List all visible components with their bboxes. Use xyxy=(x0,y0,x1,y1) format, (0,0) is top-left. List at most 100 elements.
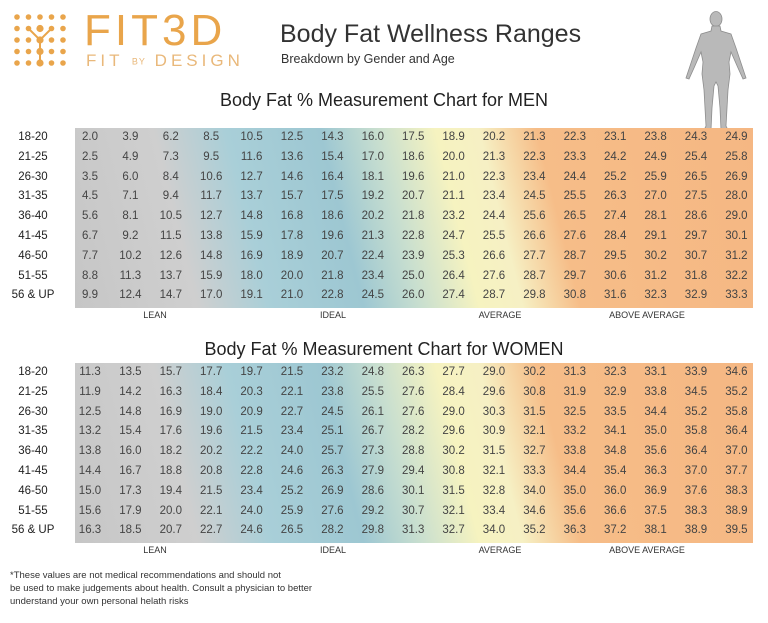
men-chart-title: Body Fat % Measurement Chart for MEN xyxy=(219,90,549,110)
table-cell: 27.3 xyxy=(361,445,384,458)
tagline-design: DESIGN xyxy=(154,51,244,70)
table-cell: 28.7 xyxy=(563,249,586,262)
table-cell: 38.9 xyxy=(725,504,748,517)
table-cell: 11.6 xyxy=(240,150,263,163)
table-cell: 26.3 xyxy=(401,366,425,378)
row-label: 26-30 xyxy=(18,405,48,418)
table-cell: 23.1 xyxy=(603,131,627,143)
table-cell: 17.7 xyxy=(199,366,223,378)
table-cell: 24.6 xyxy=(280,465,304,477)
table-cell: 23.8 xyxy=(321,385,344,398)
row-label: 18-20 xyxy=(18,366,48,378)
table-cell: 11.7 xyxy=(200,190,222,203)
table-cell: 2.5 xyxy=(82,150,98,163)
table-cell: 30.9 xyxy=(482,425,506,438)
table-cell: 19.1 xyxy=(240,289,263,302)
table-cell: 34.0 xyxy=(482,524,506,537)
tagline-fit: FIT xyxy=(86,51,124,70)
table-cell: 10.5 xyxy=(240,131,263,143)
logo-y-mark xyxy=(27,27,53,63)
table-cell: 27.6 xyxy=(482,269,506,282)
row-label: 21-25 xyxy=(18,150,48,163)
table-cell: 25.6 xyxy=(523,210,546,223)
band-label-lean: LEAN xyxy=(143,545,167,555)
table-cell: 37.2 xyxy=(603,524,627,537)
table-cell: 9.4 xyxy=(162,190,179,203)
table-cell: 29.0 xyxy=(725,210,748,223)
table-cell: 23.4 xyxy=(280,425,304,438)
table-cell: 21.5 xyxy=(240,425,263,438)
table-cell: 20.0 xyxy=(442,150,465,163)
table-cell: 18.9 xyxy=(442,131,465,143)
table-cell: 28.4 xyxy=(603,230,627,242)
table-cell: 36.3 xyxy=(644,465,667,477)
table-cell: 25.5 xyxy=(361,385,384,398)
footnote-line: understand your own personal helath risk… xyxy=(10,596,189,607)
table-cell: 18.1 xyxy=(361,170,384,183)
table-cell: 18.4 xyxy=(199,385,223,398)
row-label: 41-45 xyxy=(18,465,48,477)
brand-name: FIT3D xyxy=(84,6,227,55)
table-cell: 28.2 xyxy=(321,524,344,537)
table-cell: 12.7 xyxy=(240,170,263,183)
table-cell: 20.8 xyxy=(199,465,223,477)
table-cell: 12.5 xyxy=(78,405,102,418)
table-cell: 28.1 xyxy=(644,210,667,223)
table-cell: 33.5 xyxy=(603,405,627,418)
footnote-line: *These values are not medical recommenda… xyxy=(10,570,281,581)
table-cell: 9.9 xyxy=(82,289,98,302)
table-cell: 19.6 xyxy=(321,230,344,242)
table-cell: 35.6 xyxy=(563,504,586,517)
table-cell: 32.1 xyxy=(482,465,506,477)
table-cell: 13.2 xyxy=(78,425,102,438)
table-cell: 10.2 xyxy=(119,249,142,262)
table-cell: 25.7 xyxy=(321,445,344,458)
logo-dot xyxy=(60,14,66,20)
table-cell: 30.1 xyxy=(725,230,748,242)
row-label: 21-25 xyxy=(18,385,48,398)
table-cell: 19.0 xyxy=(199,405,223,418)
table-cell: 25.2 xyxy=(280,484,304,497)
table-cell: 24.7 xyxy=(442,230,465,242)
table-cell: 22.8 xyxy=(401,230,425,242)
table-cell: 31.3 xyxy=(401,524,425,537)
table-cell: 17.6 xyxy=(159,425,182,438)
table-cell: 33.1 xyxy=(644,366,667,378)
table-cell: 24.5 xyxy=(361,289,384,302)
logo-dot xyxy=(14,25,20,32)
table-cell: 25.5 xyxy=(482,230,506,242)
table-cell: 30.2 xyxy=(442,445,465,458)
table-cell: 13.8 xyxy=(78,445,102,458)
table-cell: 13.8 xyxy=(199,230,223,242)
table-cell: 33.2 xyxy=(563,425,586,438)
table-cell: 27.6 xyxy=(401,385,425,398)
table-cell: 21.0 xyxy=(280,289,304,302)
table-cell: 11.3 xyxy=(119,269,142,282)
table-cell: 24.9 xyxy=(644,150,667,163)
table-cell: 17.9 xyxy=(119,504,142,517)
table-cell: 31.5 xyxy=(482,445,506,458)
table-cell: 16.8 xyxy=(280,210,304,223)
table-grid xyxy=(75,363,753,543)
table-cell: 14.8 xyxy=(119,405,142,418)
table-cell: 12.7 xyxy=(199,210,223,223)
table-cell: 35.0 xyxy=(644,425,667,438)
table-cell: 36.4 xyxy=(684,445,708,458)
table-cell: 13.6 xyxy=(280,150,304,163)
table-cell: 25.3 xyxy=(442,249,465,262)
table-cell: 18.6 xyxy=(321,210,344,223)
table-cell: 29.8 xyxy=(523,289,546,302)
table-cell: 21.3 xyxy=(482,150,506,163)
table-cell: 30.8 xyxy=(523,385,546,398)
table-cell: 30.6 xyxy=(603,269,627,282)
table-cell: 17.8 xyxy=(280,230,304,242)
table-cell: 4.9 xyxy=(122,150,139,163)
table-cell: 32.9 xyxy=(603,385,627,398)
table-cell: 30.7 xyxy=(401,504,425,517)
table-cell: 24.8 xyxy=(361,366,384,378)
table-cell: 28.8 xyxy=(401,445,425,458)
footnote-line: be used to make judgements about health.… xyxy=(10,583,313,594)
table-cell: 29.7 xyxy=(684,230,708,242)
table-cell: 34.5 xyxy=(684,385,708,398)
table-cell: 32.3 xyxy=(644,289,667,302)
